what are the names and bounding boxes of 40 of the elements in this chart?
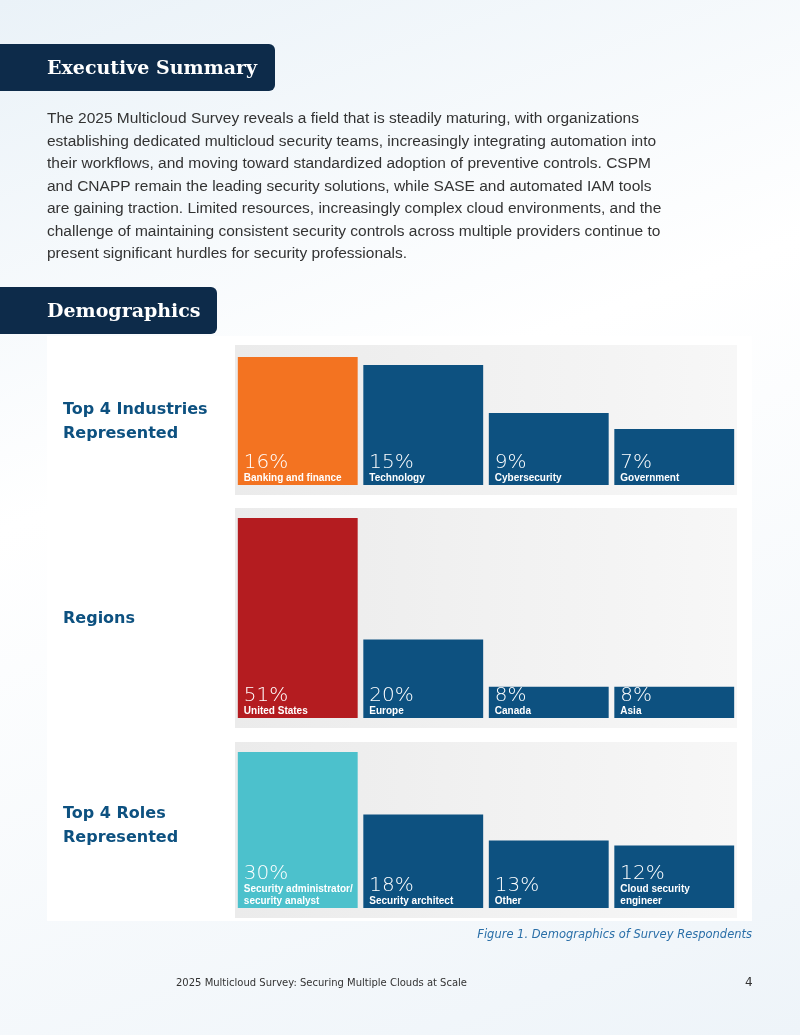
text: Top 4 Industries Represented <box>63 398 209 444</box>
data-label: 7% <box>620 449 653 473</box>
bar <box>363 814 484 908</box>
data-label: 20% <box>369 682 414 706</box>
data-label: 13% <box>494 872 540 896</box>
x-tick-label: Technology <box>369 472 426 483</box>
x-tick-label: Asia <box>620 705 642 716</box>
data-label: 18% <box>369 872 414 896</box>
data-label: 9% <box>494 449 527 473</box>
data-label: 8% <box>620 682 653 706</box>
x-tick-label: Canada <box>494 705 532 716</box>
x-tick-label: Cloud security engineer <box>620 883 691 906</box>
data-label: 51% <box>243 682 289 706</box>
data-label: 8% <box>494 682 527 706</box>
bar <box>237 752 358 908</box>
text: Executive Summary <box>0 44 276 91</box>
data-label: 15% <box>369 449 414 473</box>
data-label: 30% <box>243 860 289 884</box>
x-tick-label: Government <box>620 472 680 483</box>
bar <box>488 413 609 485</box>
caption: Figure 1. Demographics of Survey Respondents <box>477 927 752 941</box>
text: Demographics <box>0 287 217 334</box>
x-tick-label: United States <box>243 705 309 716</box>
bar <box>363 365 484 485</box>
x-tick-label: Other <box>494 895 522 906</box>
bar <box>488 840 609 908</box>
bar <box>237 357 358 485</box>
data-label: 16% <box>243 449 289 473</box>
x-tick-label: Banking and finance <box>243 472 343 483</box>
text: The 2025 Multicloud Survey reveals a field that is steadily maturing, with organizations establishing dedicated multicloud security teams, increasingly integrating automation into their workflows, and moving toward standardized adoption of preventive controls. CSPM and CNAPP remain the leading security solutions, while SASE and automated IAM tools are gaining traction. Limited resources, increasingly complex cloud environments, and the challenge of maintaining consistent security controls across multiple providers continue to present significant hurdles for security professionals. <box>47 108 663 263</box>
x-tick-label: Europe <box>369 705 405 716</box>
x-tick-label: Security administrator/ security analyst <box>243 883 353 906</box>
data-label: 12% <box>620 860 665 884</box>
bar <box>614 429 735 485</box>
text: Top 4 Roles Represented <box>63 802 180 848</box>
x-tick-label: Security architect <box>369 895 454 906</box>
x-tick-label: Cybersecurity <box>494 472 562 483</box>
text: 2025 Multicloud Survey: Securing Multiple Clouds at Scale <box>176 977 468 988</box>
text: Regions <box>63 607 136 629</box>
text: 4 <box>745 975 753 989</box>
